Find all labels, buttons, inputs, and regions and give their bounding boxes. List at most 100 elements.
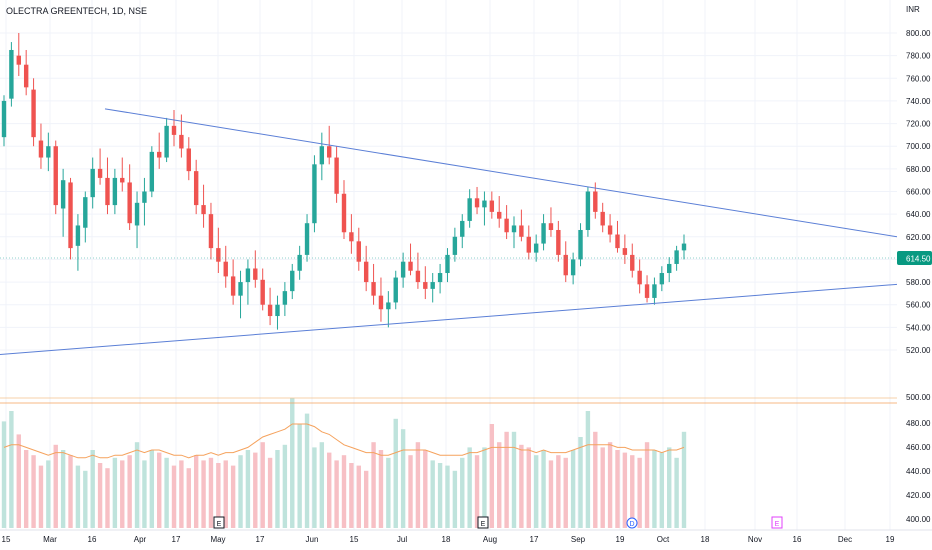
candle: [38, 123, 44, 169]
volume-bar: [179, 460, 184, 528]
volume-bar: [615, 450, 620, 528]
candle: [681, 234, 687, 260]
time-axis[interactable]: 15 Mar 16 Apr 17 May 17 Jun 15 Jul 18 Aug 17 Sep 19 Oct…: [0, 529, 932, 544]
volume-ma-line: [3, 423, 685, 459]
candle: [260, 268, 265, 311]
candle: [556, 220, 561, 262]
volume-bar: [297, 424, 302, 528]
candle-body: [445, 254, 450, 274]
volume-bar: [630, 455, 635, 528]
candle-body: [260, 279, 265, 305]
volume-bar: [319, 442, 325, 528]
candle-body: [60, 180, 66, 209]
candle-body: [304, 223, 310, 255]
candle-body: [511, 225, 517, 233]
candle-body: [674, 250, 679, 264]
candle: [68, 177, 73, 260]
candle: [563, 241, 568, 283]
candle-body: [622, 248, 628, 255]
price-tick-label: 520.00: [906, 346, 931, 355]
candle: [193, 159, 199, 215]
volume-bar: [68, 455, 73, 528]
volume-bar: [142, 460, 147, 528]
time-tick-label: Sep: [571, 535, 586, 544]
candle-body: [378, 295, 384, 310]
candle: [216, 227, 221, 274]
candle: [267, 287, 273, 326]
candle: [134, 191, 140, 249]
volume-bar: [267, 457, 273, 528]
price-axis[interactable]: 800.00 780.00 760.00 740.00 720.00 700.00 680.…: [906, 29, 931, 402]
candle-body: [105, 177, 110, 206]
candle-body: [533, 243, 539, 253]
candle-body: [253, 268, 258, 280]
event-marker-label: E: [481, 521, 486, 528]
candle: [378, 277, 384, 322]
candle: [9, 42, 14, 107]
volume-bar: [46, 460, 51, 528]
candle: [164, 117, 169, 163]
time-tick-label: 18: [701, 535, 710, 544]
candle-body: [90, 168, 95, 198]
candle-body: [615, 234, 620, 249]
volume-bar: [201, 460, 206, 528]
volume-bar: [460, 457, 465, 528]
candle-body: [238, 282, 243, 296]
candle: [644, 275, 650, 303]
price-tick-label: 740.00: [906, 97, 931, 106]
candle: [53, 140, 58, 215]
candle: [548, 207, 554, 237]
candle-body: [327, 146, 332, 158]
candle: [497, 196, 502, 228]
volume-bar: [644, 442, 650, 528]
candle: [408, 243, 413, 276]
volume-bar: [134, 442, 140, 528]
volume-bar: [312, 447, 317, 528]
volume-bar: [304, 413, 310, 528]
candle-body: [134, 202, 140, 226]
price-tick-label: 720.00: [906, 120, 931, 129]
candle-body: [644, 284, 650, 298]
volume-axis: 480.00 460.00 440.00 420.00 400.00: [906, 419, 931, 524]
volume-bar: [541, 450, 546, 528]
candle-body: [319, 146, 325, 165]
candle: [171, 109, 177, 147]
candle: [238, 270, 243, 319]
volume-tick-label: 460.00: [906, 443, 931, 452]
volume-bar: [1, 421, 7, 528]
volume-bar: [504, 431, 509, 528]
candle: [400, 252, 406, 288]
candle: [312, 155, 317, 233]
candle-body: [208, 214, 214, 249]
trendlines[interactable]: [0, 108, 898, 356]
time-tick-label: Jul: [397, 535, 407, 544]
candle: [46, 132, 51, 172]
candle: [341, 180, 347, 240]
candle-body: [1, 100, 7, 138]
candle: [600, 202, 605, 233]
candle: [319, 132, 325, 181]
candle-body: [75, 225, 81, 246]
last-price-label: 614.50: [906, 255, 931, 264]
volume-bar: [548, 460, 554, 528]
volume-bar: [208, 457, 214, 528]
volume-bar: [622, 452, 628, 528]
volume-bar: [90, 450, 95, 528]
candle: [533, 234, 539, 262]
candle: [297, 245, 302, 280]
volume-bar: [157, 452, 162, 528]
candle: [127, 164, 132, 230]
trendline: [0, 283, 898, 356]
candle-body: [38, 140, 44, 158]
candle: [97, 148, 103, 185]
volume-bar: [593, 431, 598, 528]
candle-body: [519, 225, 524, 237]
volume-bar: [570, 450, 576, 528]
price-tick-label: 660.00: [906, 188, 931, 197]
candle: [356, 227, 361, 271]
volume-bar: [60, 450, 66, 528]
candle-body: [371, 282, 376, 296]
volume-bar: [120, 460, 125, 528]
